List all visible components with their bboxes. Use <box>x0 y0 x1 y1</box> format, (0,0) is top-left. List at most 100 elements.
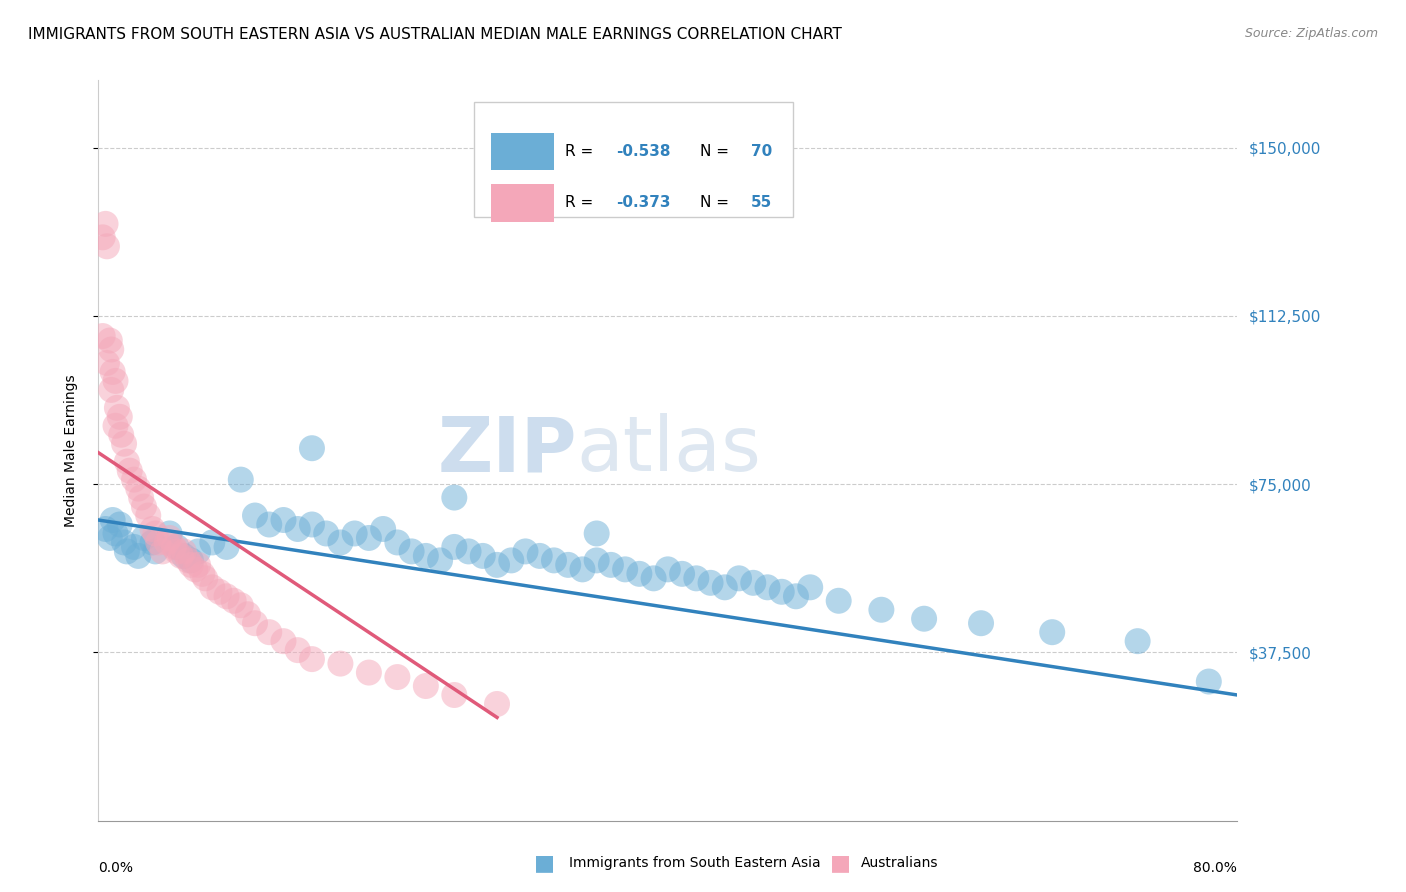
Point <box>201 580 224 594</box>
Point <box>166 540 188 554</box>
Point <box>828 594 851 608</box>
Point <box>329 657 352 671</box>
Point <box>301 441 323 455</box>
Point <box>122 540 145 554</box>
Point <box>699 575 721 590</box>
Point <box>145 526 167 541</box>
Point <box>287 522 309 536</box>
Point <box>215 589 238 603</box>
Point <box>159 526 181 541</box>
Point <box>180 558 202 572</box>
Point <box>191 566 214 581</box>
Point <box>108 409 131 424</box>
Point <box>515 544 537 558</box>
Point <box>685 571 707 585</box>
Point <box>173 544 195 558</box>
Point <box>127 482 149 496</box>
Point <box>486 558 509 572</box>
Point <box>236 607 259 622</box>
Point <box>471 549 494 563</box>
Point <box>315 526 337 541</box>
Point <box>785 589 807 603</box>
Point <box>94 217 117 231</box>
Point <box>91 329 114 343</box>
Point <box>110 427 132 442</box>
Point <box>243 508 266 523</box>
Point <box>557 558 579 572</box>
Point <box>141 535 163 549</box>
Text: 0.0%: 0.0% <box>98 862 134 875</box>
Point <box>714 580 737 594</box>
Point <box>104 526 127 541</box>
Point <box>115 544 138 558</box>
Point <box>457 544 479 558</box>
Point <box>357 665 380 680</box>
Text: 70: 70 <box>751 144 772 159</box>
Point <box>100 383 122 397</box>
Point <box>529 549 551 563</box>
Point <box>215 540 238 554</box>
Point <box>141 522 163 536</box>
Point <box>132 531 155 545</box>
Point <box>756 580 779 594</box>
Point <box>287 643 309 657</box>
Point <box>415 679 437 693</box>
Text: N =: N = <box>700 144 734 159</box>
Point <box>273 513 295 527</box>
Text: -0.373: -0.373 <box>617 195 671 211</box>
Point <box>115 455 138 469</box>
Point <box>152 544 174 558</box>
Point <box>443 688 465 702</box>
Point <box>429 553 451 567</box>
Text: Australians: Australians <box>860 856 938 871</box>
Point <box>273 634 295 648</box>
Point <box>208 584 231 599</box>
Point <box>1198 674 1220 689</box>
Point <box>187 558 209 572</box>
Point <box>112 436 135 450</box>
FancyBboxPatch shape <box>474 103 793 218</box>
Point <box>486 697 509 711</box>
Point <box>373 522 395 536</box>
Point <box>112 535 135 549</box>
Point <box>742 575 765 590</box>
Point <box>585 553 607 567</box>
Point <box>329 535 352 549</box>
Point <box>643 571 665 585</box>
Point <box>159 531 181 545</box>
Point <box>770 584 793 599</box>
Point <box>187 544 209 558</box>
Point <box>357 531 380 545</box>
Text: 80.0%: 80.0% <box>1194 862 1237 875</box>
Point <box>501 553 523 567</box>
Point <box>98 334 121 348</box>
Point <box>166 544 188 558</box>
Point <box>387 670 409 684</box>
Point <box>600 558 623 572</box>
Point <box>585 526 607 541</box>
Bar <box>491 133 554 169</box>
Point <box>401 544 423 558</box>
Point <box>870 603 893 617</box>
Point <box>443 540 465 554</box>
Point <box>1126 634 1149 648</box>
Point <box>387 535 409 549</box>
Point <box>229 473 252 487</box>
Point <box>122 473 145 487</box>
Point <box>129 491 152 505</box>
Point <box>912 612 935 626</box>
Point <box>104 374 127 388</box>
Point <box>628 566 651 581</box>
Point <box>180 553 202 567</box>
Point <box>98 531 121 545</box>
Point <box>614 562 637 576</box>
Point <box>96 239 118 253</box>
Point <box>671 566 693 581</box>
Point <box>173 549 195 563</box>
Point <box>728 571 751 585</box>
Bar <box>491 185 554 221</box>
Point <box>127 549 149 563</box>
Point <box>177 553 200 567</box>
Point <box>222 594 245 608</box>
Point <box>108 517 131 532</box>
